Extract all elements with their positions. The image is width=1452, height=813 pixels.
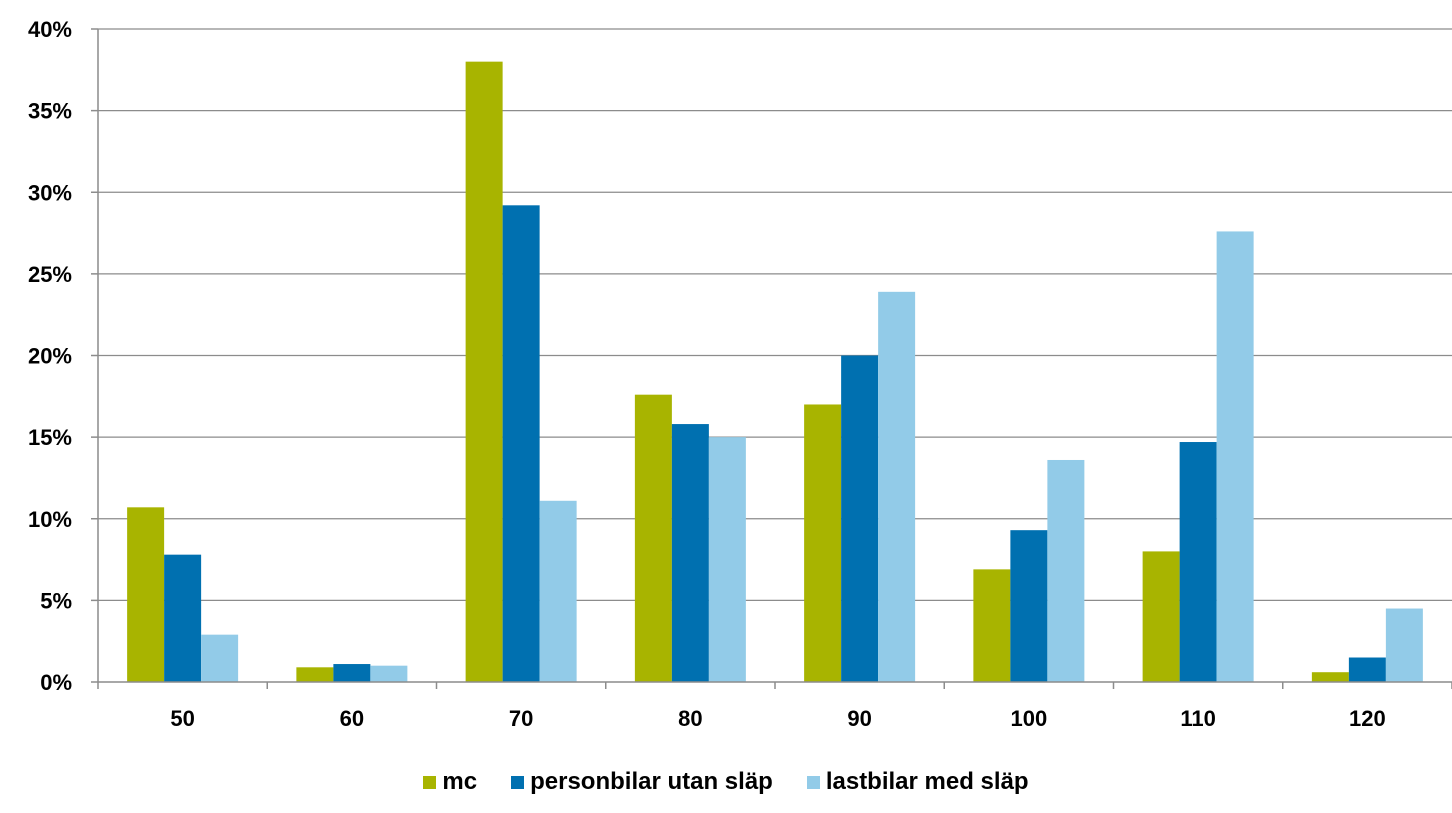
gridlines xyxy=(98,28,1452,602)
y-tick-label: 20% xyxy=(28,344,72,369)
bar-mc-80 xyxy=(634,394,672,682)
legend-swatch-mc xyxy=(423,775,437,789)
legend-swatch-lastbilar xyxy=(806,775,820,789)
y-tick-label: 0% xyxy=(40,670,72,695)
legend-label-personbilar: personbilar utan släp xyxy=(530,768,773,795)
x-tick-label: 110 xyxy=(1180,706,1216,731)
bar-mc-50 xyxy=(127,507,165,682)
x-tick-labels: 50 60 70 80 90 100 110 120 xyxy=(170,706,1385,731)
y-tick-label: 5% xyxy=(40,588,72,613)
bar-lastbilar-med-släp-60 xyxy=(370,665,408,682)
legend-item-personbilar: personbilar utan släp xyxy=(511,768,773,796)
bar-mc-110 xyxy=(1142,551,1180,682)
y-tick-label: 40% xyxy=(28,17,72,42)
bar-personbilar-utan-släp-70 xyxy=(502,205,540,682)
y-tick-label: 10% xyxy=(28,507,72,532)
bar-mc-70 xyxy=(465,61,503,682)
x-tick-label: 100 xyxy=(1011,706,1048,731)
x-tick-label: 90 xyxy=(847,706,871,731)
axes xyxy=(91,28,1452,689)
y-tick-label: 30% xyxy=(28,180,72,205)
bar-lastbilar-med-släp-90 xyxy=(878,291,916,682)
x-tick-label: 50 xyxy=(170,706,194,731)
legend-item-mc: mc xyxy=(423,768,477,796)
legend-item-lastbilar: lastbilar med släp xyxy=(806,768,1029,796)
bar-personbilar-utan-släp-90 xyxy=(841,355,879,682)
x-tick-label: 80 xyxy=(678,706,702,731)
bar-mc-100 xyxy=(973,569,1011,682)
bar-lastbilar-med-släp-80 xyxy=(708,437,746,682)
bar-lastbilar-med-släp-110 xyxy=(1216,231,1254,682)
bar-lastbilar-med-släp-50 xyxy=(201,634,239,682)
bar-lastbilar-med-släp-70 xyxy=(539,500,577,682)
y-tick-label: 35% xyxy=(28,99,72,124)
legend-label-mc: mc xyxy=(442,768,478,795)
bar-personbilar-utan-släp-50 xyxy=(164,554,202,682)
bar-mc-60 xyxy=(296,667,334,682)
legend-swatch-personbilar xyxy=(511,775,525,789)
bar-lastbilar-med-släp-100 xyxy=(1047,459,1085,682)
bar-personbilar-utan-släp-100 xyxy=(1010,530,1048,682)
bars xyxy=(127,61,1423,682)
x-tick-label: 120 xyxy=(1349,706,1386,731)
legend: mc personbilar utan släp lastbilar med s… xyxy=(0,768,1452,796)
legend-label-lastbilar: lastbilar med släp xyxy=(825,768,1029,795)
bar-personbilar-utan-släp-60 xyxy=(333,664,371,682)
bar-lastbilar-med-släp-120 xyxy=(1385,608,1423,682)
y-tick-label: 15% xyxy=(28,425,72,450)
bar-personbilar-utan-släp-120 xyxy=(1348,657,1386,682)
y-tick-label: 25% xyxy=(28,262,72,287)
bar-mc-90 xyxy=(804,404,842,682)
x-tick-label: 70 xyxy=(509,706,533,731)
x-tick-label: 60 xyxy=(340,706,364,731)
y-tick-labels: 0% 5% 10% 15% 20% 25% 30% 35% 40% xyxy=(28,17,72,695)
bar-personbilar-utan-släp-110 xyxy=(1179,442,1217,682)
bar-personbilar-utan-släp-80 xyxy=(671,424,709,682)
bar-mc-120 xyxy=(1311,672,1349,682)
